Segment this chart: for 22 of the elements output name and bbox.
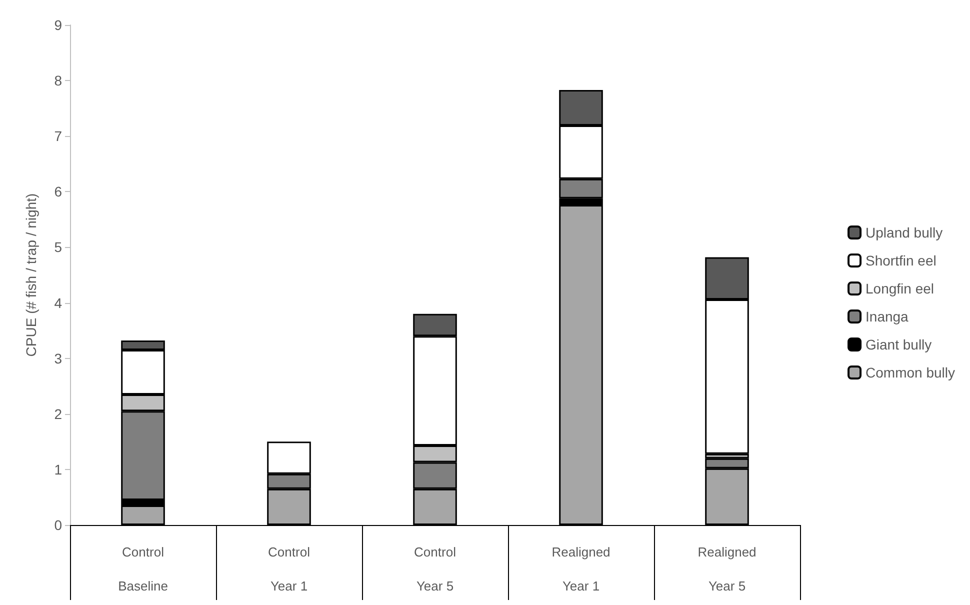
- legend-label: Shortfin eel: [866, 252, 936, 268]
- y-tick-label: 8: [54, 72, 62, 89]
- legend-label: Inanga: [866, 308, 909, 324]
- y-tick-label: 7: [54, 128, 62, 144]
- y-tick-label: 4: [54, 294, 62, 311]
- y-tick-label: 3: [54, 350, 62, 366]
- legend-label: Upland bully: [866, 224, 943, 240]
- y-tick-label: 5: [54, 239, 62, 256]
- legend-label: Giant bully: [866, 336, 932, 352]
- category-label: Control Baseline: [118, 544, 168, 594]
- y-tick-label: 2: [54, 406, 62, 422]
- y-tick-label: 9: [54, 17, 62, 33]
- legend-label: Common bully: [866, 364, 956, 380]
- legend-label: Longfin eel: [866, 280, 934, 296]
- y-tick-label: 0: [54, 517, 62, 533]
- category-label: Control Year 1: [268, 544, 310, 594]
- y-tick-label: 6: [54, 184, 62, 200]
- y-tick-label: 1: [54, 461, 62, 478]
- category-label: Realigned Year 1: [552, 544, 610, 594]
- category-label: Control Year 5: [414, 544, 456, 594]
- y-axis-title: CPUE (# fish / trap / night): [23, 193, 39, 357]
- category-label: Realigned Year 5: [698, 544, 756, 594]
